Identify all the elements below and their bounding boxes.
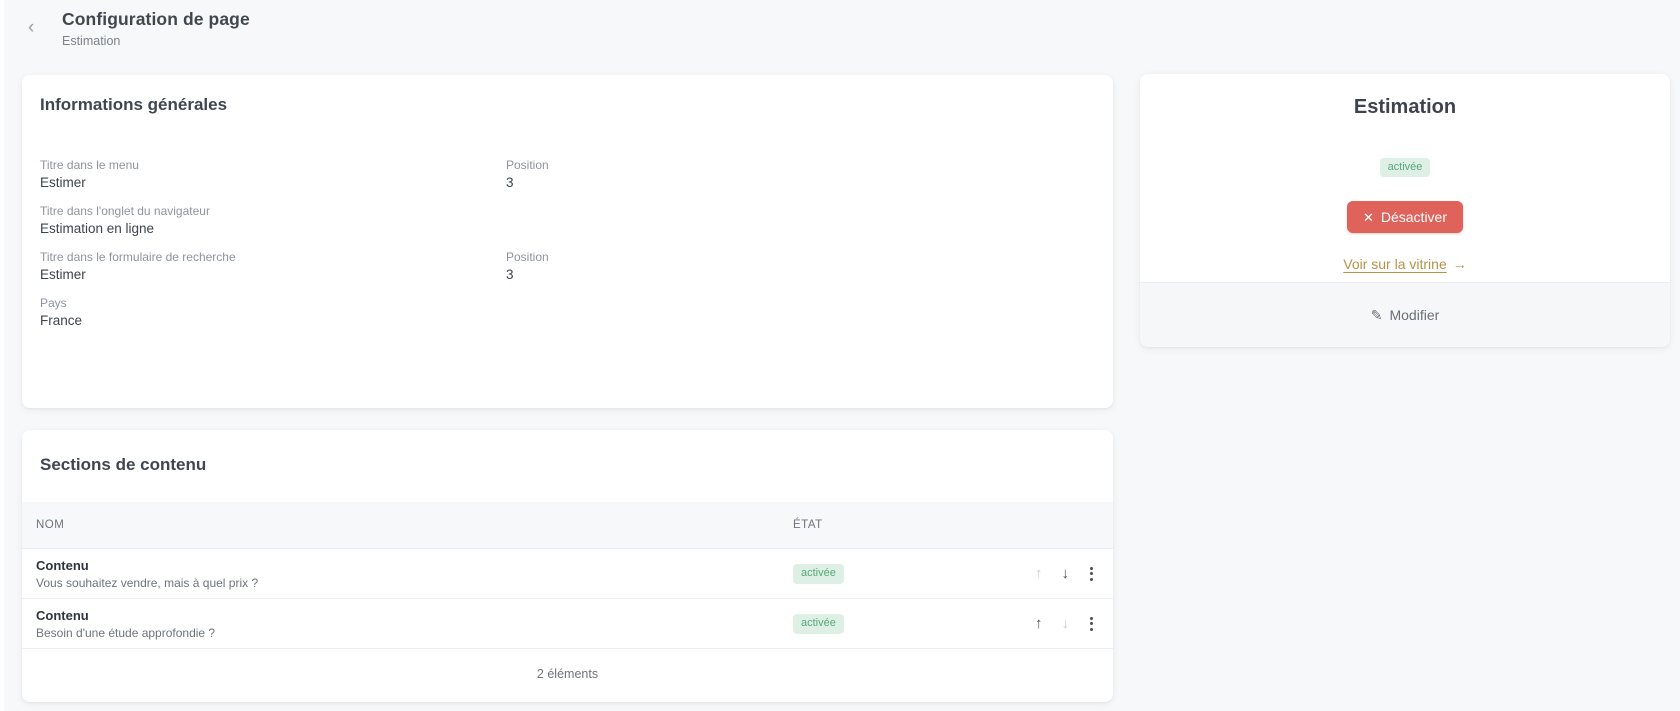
field-menu-title: Titre dans le menu Estimer xyxy=(40,158,506,190)
row-state-cell: activée xyxy=(793,563,1035,584)
content-sections-card: Sections de contenu NOM ÉTAT Contenu Vou… xyxy=(22,430,1113,702)
row-menu-icon[interactable] xyxy=(1088,565,1095,583)
field-position: Position 3 xyxy=(506,158,1095,190)
back-icon[interactable]: ‹ xyxy=(28,17,35,38)
close-icon: ✕ xyxy=(1362,209,1374,225)
move-down-icon[interactable]: ↓ xyxy=(1061,565,1070,582)
column-header-state: ÉTAT xyxy=(793,519,823,531)
status-badge: activée xyxy=(1379,158,1431,178)
pencil-icon: ✎ xyxy=(1370,306,1383,323)
move-down-icon[interactable]: ↓ xyxy=(1061,615,1070,632)
general-info-title: Informations générales xyxy=(40,95,228,114)
field-row: Titre dans l'onglet du navigateur Estima… xyxy=(40,204,1095,236)
row-title: Contenu xyxy=(36,557,89,573)
arrow-right-icon: → xyxy=(1452,256,1467,273)
row-name-cell: Contenu Besoin d'une étude approfondie ? xyxy=(36,608,793,640)
state-badge: activée xyxy=(793,614,844,634)
field-row: Pays France xyxy=(40,296,1095,328)
field-search-form-title: Titre dans le formulaire de recherche Es… xyxy=(40,250,506,282)
view-storefront-link[interactable]: Voir sur la vitrine → xyxy=(1343,256,1466,272)
field-row: Titre dans le formulaire de recherche Es… xyxy=(40,250,1095,282)
field-label: Position xyxy=(506,158,549,172)
column-header-name: NOM xyxy=(36,519,65,531)
field-row: Titre dans le menu Estimer Position 3 xyxy=(40,158,1095,190)
page-title: Configuration de page xyxy=(62,9,250,29)
move-up-icon[interactable]: ↑ xyxy=(1035,615,1043,632)
view-storefront-link-label: Voir sur la vitrine xyxy=(1343,256,1447,273)
deactivate-button[interactable]: ✕ Désactiver xyxy=(1346,201,1464,234)
edit-button[interactable]: ✎ Modifier xyxy=(1140,282,1670,347)
page-subtitle: Estimation xyxy=(62,34,121,48)
field-value: France xyxy=(40,313,83,328)
content-sections-title: Sections de contenu xyxy=(40,455,207,474)
row-description: Vous souhaitez vendre, mais à quel prix … xyxy=(36,575,259,590)
status-card-title: Estimation xyxy=(1353,96,1457,118)
field-label: Position xyxy=(506,250,549,264)
sidebar-edge xyxy=(0,0,4,711)
field-value: Estimer xyxy=(40,267,86,282)
field-value: Estimer xyxy=(40,175,86,190)
row-actions: ↑ ↓ xyxy=(1035,565,1095,583)
field-browser-tab-title: Titre dans l'onglet du navigateur Estima… xyxy=(40,204,506,236)
table-footer-count: 2 éléments xyxy=(536,667,599,681)
field-value: 3 xyxy=(506,175,514,190)
edit-button-label: Modifier xyxy=(1389,307,1440,323)
table-row: Contenu Vous souhaitez vendre, mais à qu… xyxy=(22,549,1113,599)
field-value: 3 xyxy=(506,267,514,282)
table-header: NOM ÉTAT xyxy=(22,502,1113,549)
row-menu-icon[interactable] xyxy=(1088,615,1095,633)
row-description: Besoin d'une étude approfondie ? xyxy=(36,625,216,640)
field-label: Titre dans le menu xyxy=(40,158,139,172)
row-actions: ↑ ↓ xyxy=(1035,615,1095,633)
field-value: Estimation en ligne xyxy=(40,221,155,236)
row-name-cell: Contenu Vous souhaitez vendre, mais à qu… xyxy=(36,558,793,590)
field-label: Pays xyxy=(40,296,67,310)
move-up-icon[interactable]: ↑ xyxy=(1035,565,1043,582)
state-badge: activée xyxy=(793,564,844,584)
field-label: Titre dans le formulaire de recherche xyxy=(40,250,236,264)
general-info-card: Informations générales Titre dans le men… xyxy=(22,75,1113,408)
row-state-cell: activée xyxy=(793,613,1035,634)
field-position: Position 3 xyxy=(506,250,1095,282)
table-row: Contenu Besoin d'une étude approfondie ?… xyxy=(22,599,1113,649)
row-title: Contenu xyxy=(36,607,89,623)
field-country: Pays France xyxy=(40,296,506,328)
field-label: Titre dans l'onglet du navigateur xyxy=(40,204,210,218)
deactivate-button-label: Désactiver xyxy=(1380,209,1448,226)
general-info-fields: Titre dans le menu Estimer Position 3 Ti… xyxy=(40,158,1095,328)
status-card: Estimation activée ✕ Désactiver Voir sur… xyxy=(1140,74,1670,347)
